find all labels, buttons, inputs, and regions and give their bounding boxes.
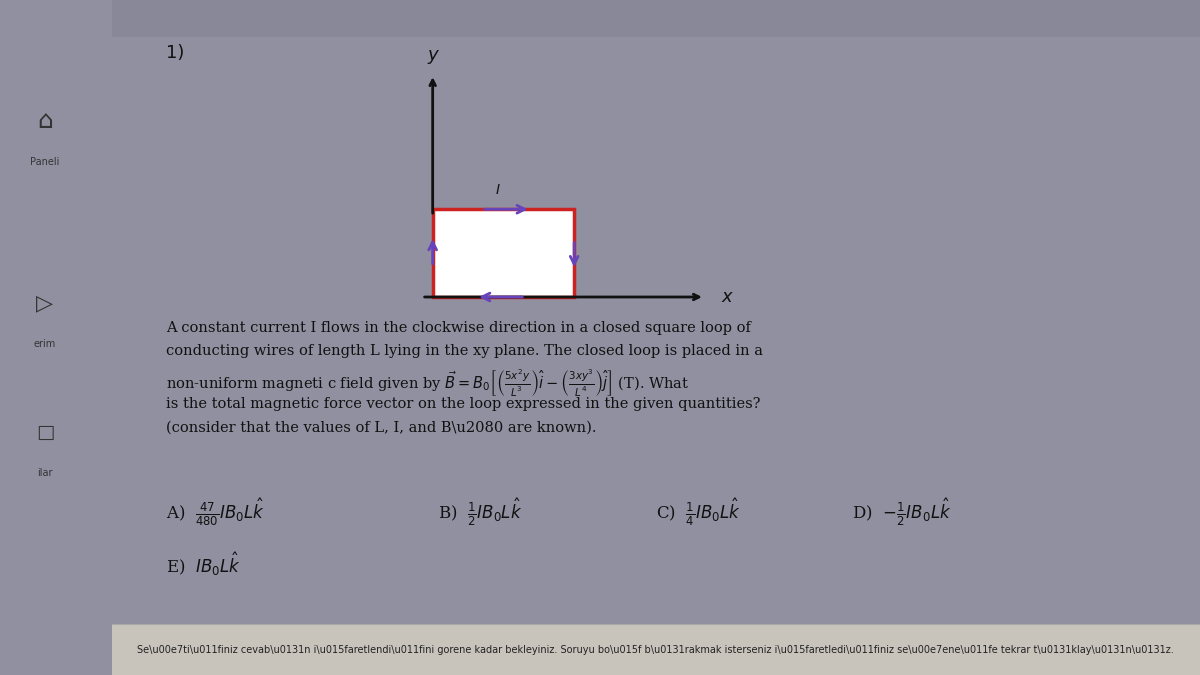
Text: □: □ (36, 423, 54, 441)
Text: Se\u00e7ti\u011finiz cevab\u0131n i\u015faretlendi\u011fini gorene kadar bekleyi: Se\u00e7ti\u011finiz cevab\u0131n i\u015… (138, 645, 1174, 655)
Text: erim: erim (34, 340, 56, 349)
Text: (consider that the values of L, I, and B\u2080 are known).: (consider that the values of L, I, and B… (166, 421, 596, 435)
Text: A constant current I flows in the clockwise direction in a closed square loop of: A constant current I flows in the clockw… (166, 321, 751, 335)
Text: D)  $-\frac{1}{2}IB_0L\hat{k}$: D) $-\frac{1}{2}IB_0L\hat{k}$ (852, 496, 952, 528)
Text: I: I (496, 183, 500, 197)
Bar (433, 209, 574, 297)
Text: B)  $\frac{1}{2}IB_0L\hat{k}$: B) $\frac{1}{2}IB_0L\hat{k}$ (438, 496, 522, 528)
Text: Paneli: Paneli (30, 157, 60, 167)
Text: ilar: ilar (37, 468, 53, 477)
Text: A)  $\frac{47}{480}IB_0L\hat{k}$: A) $\frac{47}{480}IB_0L\hat{k}$ (166, 496, 265, 528)
Text: ▷: ▷ (36, 294, 54, 314)
Text: E)  $IB_0L\hat{k}$: E) $IB_0L\hat{k}$ (166, 550, 241, 578)
Text: is the total magnetic force vector on the loop expressed in the given quantities: is the total magnetic force vector on th… (166, 397, 761, 411)
Bar (112, 0, 1200, 37)
Text: x: x (721, 288, 732, 306)
Text: conducting wires of length L lying in the xy plane. The closed loop is placed in: conducting wires of length L lying in th… (166, 344, 763, 358)
Bar (112, 624, 1200, 675)
Text: C)  $\frac{1}{4}IB_0L\hat{k}$: C) $\frac{1}{4}IB_0L\hat{k}$ (656, 496, 740, 528)
Text: non-uniform magneti c field given by $\vec{B} = B_0\left[\left(\frac{5x^2y}{L^3}: non-uniform magneti c field given by $\v… (166, 368, 689, 399)
Text: 1): 1) (166, 44, 185, 62)
Text: y: y (427, 46, 438, 64)
Text: ⌂: ⌂ (37, 109, 53, 134)
